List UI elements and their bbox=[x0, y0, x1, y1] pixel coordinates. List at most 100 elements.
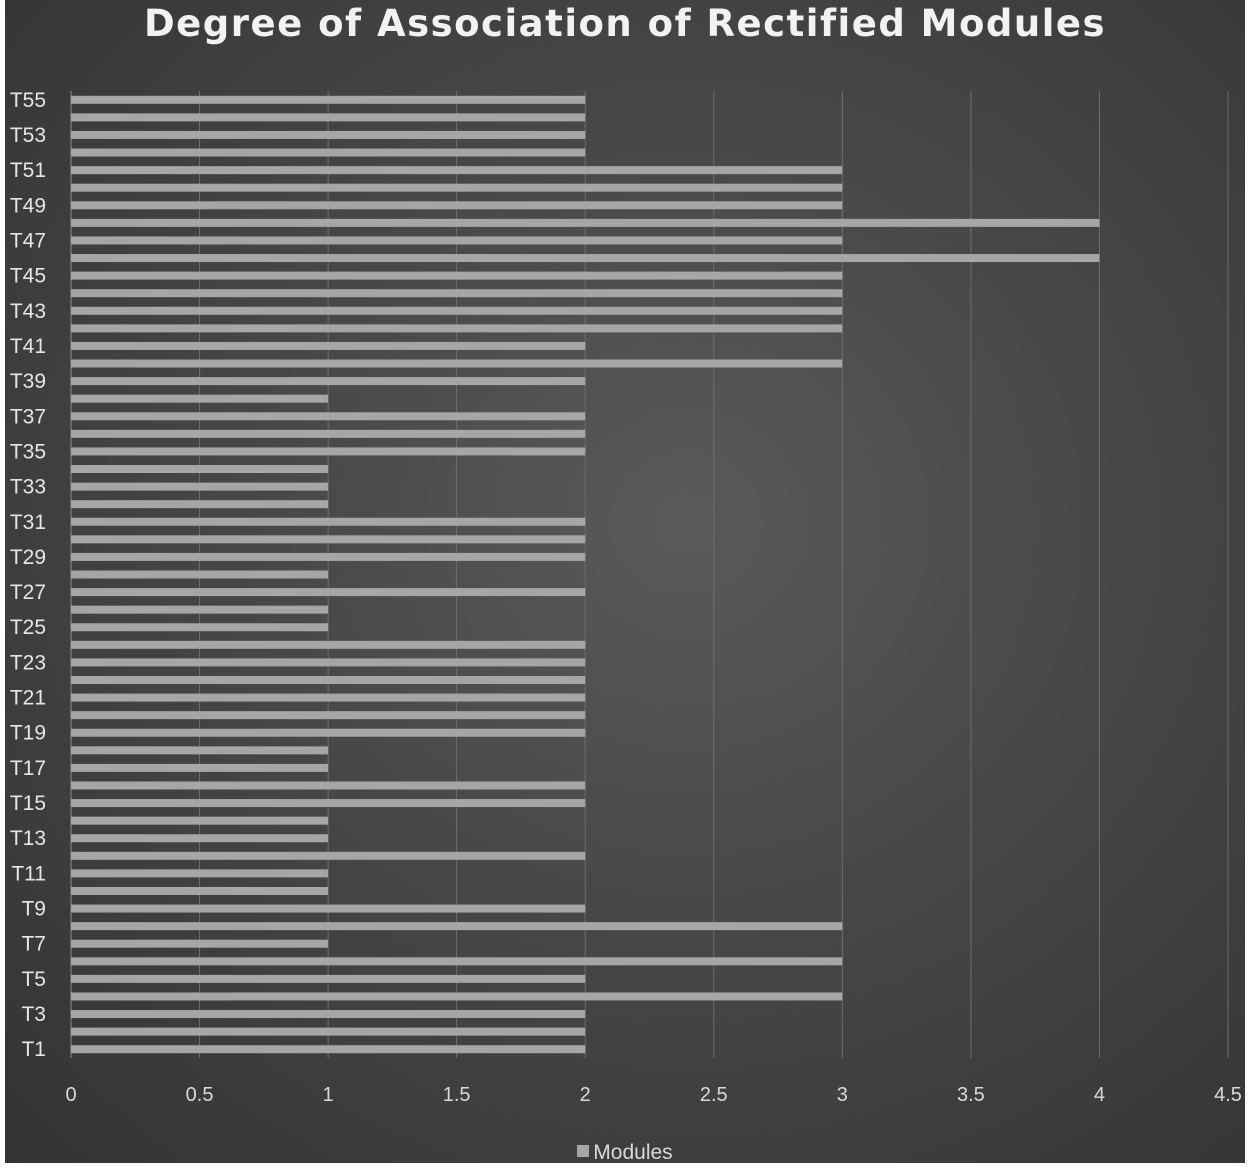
bar bbox=[71, 218, 1100, 227]
category-label: T3 bbox=[21, 1003, 46, 1026]
bar bbox=[71, 939, 329, 948]
bar bbox=[71, 552, 586, 561]
category-label: T5 bbox=[21, 968, 46, 991]
x-tick-label: 4.5 bbox=[1214, 1084, 1242, 1106]
x-tick-label: 3.5 bbox=[957, 1084, 985, 1106]
bar bbox=[71, 588, 586, 597]
category-label: T45 bbox=[10, 265, 46, 288]
bar bbox=[71, 904, 586, 913]
x-tick-label: 2.5 bbox=[700, 1084, 728, 1106]
bar bbox=[71, 623, 329, 632]
x-tick-label: 2 bbox=[580, 1084, 591, 1106]
category-label: T49 bbox=[10, 194, 46, 217]
bar bbox=[71, 148, 586, 157]
bar bbox=[71, 851, 586, 860]
bar bbox=[71, 359, 843, 368]
bar bbox=[71, 834, 329, 843]
category-label: T29 bbox=[10, 546, 46, 569]
chart-background bbox=[5, 0, 1245, 1163]
bar bbox=[71, 236, 843, 245]
category-label: T37 bbox=[10, 405, 46, 428]
category-label: T43 bbox=[10, 300, 46, 323]
legend: Modules bbox=[0, 1141, 1250, 1165]
category-label: T51 bbox=[10, 159, 46, 182]
category-label: T11 bbox=[11, 862, 46, 885]
category-label: T53 bbox=[10, 124, 46, 147]
bar bbox=[71, 799, 586, 808]
x-tick-label: 4 bbox=[1094, 1084, 1105, 1106]
bar bbox=[71, 886, 329, 895]
category-label: T23 bbox=[10, 651, 46, 674]
category-label: T41 bbox=[10, 335, 46, 358]
bar bbox=[71, 1045, 586, 1054]
bar bbox=[71, 394, 329, 403]
bar bbox=[71, 869, 329, 878]
category-label: T1 bbox=[21, 1038, 46, 1061]
bar bbox=[71, 763, 329, 772]
category-label: T55 bbox=[10, 89, 46, 112]
bar bbox=[71, 201, 843, 210]
bar bbox=[71, 412, 586, 421]
bar bbox=[71, 183, 843, 192]
bar bbox=[71, 957, 843, 966]
bar bbox=[71, 166, 843, 175]
bar bbox=[71, 675, 586, 684]
bar bbox=[71, 429, 586, 438]
bar bbox=[71, 289, 843, 298]
bar bbox=[71, 377, 586, 386]
bar bbox=[71, 447, 586, 456]
category-label: T19 bbox=[10, 722, 46, 745]
bar bbox=[71, 605, 329, 614]
chart-title: Degree of Association of Rectified Modul… bbox=[143, 2, 1107, 45]
bar bbox=[71, 517, 586, 526]
bar bbox=[71, 728, 586, 737]
bar bbox=[71, 1027, 586, 1036]
bar bbox=[71, 974, 586, 983]
category-label: T39 bbox=[10, 370, 46, 393]
x-tick-label: 0.5 bbox=[186, 1084, 214, 1106]
legend-swatch bbox=[577, 1145, 590, 1158]
bar bbox=[71, 254, 1100, 263]
bar bbox=[71, 500, 329, 509]
x-tick-label: 0 bbox=[65, 1084, 76, 1106]
bar bbox=[71, 535, 586, 544]
category-label: T31 bbox=[10, 511, 46, 534]
bar bbox=[71, 465, 329, 474]
x-tick-label: 1 bbox=[323, 1084, 334, 1106]
bar bbox=[71, 306, 843, 315]
bar bbox=[71, 130, 586, 139]
category-label: T27 bbox=[10, 581, 46, 604]
category-label: T47 bbox=[10, 229, 46, 252]
bar bbox=[71, 781, 586, 790]
bar bbox=[71, 113, 586, 122]
bar bbox=[71, 992, 843, 1001]
legend-label: Modules bbox=[593, 1141, 673, 1164]
bar bbox=[71, 570, 329, 579]
category-label: T9 bbox=[21, 898, 46, 921]
bar bbox=[71, 746, 329, 755]
x-tick-label: 1.5 bbox=[443, 1084, 471, 1106]
bar bbox=[71, 341, 586, 350]
bar bbox=[71, 324, 843, 333]
category-label: T33 bbox=[10, 476, 46, 499]
category-label: T21 bbox=[10, 687, 46, 710]
bar bbox=[71, 816, 329, 825]
category-label: T7 bbox=[21, 933, 46, 956]
category-label: T25 bbox=[10, 616, 46, 639]
category-label: T15 bbox=[10, 792, 46, 815]
bar bbox=[71, 482, 329, 491]
bar bbox=[71, 1010, 586, 1019]
bar bbox=[71, 711, 586, 720]
bar bbox=[71, 640, 586, 649]
bar bbox=[71, 95, 586, 104]
x-tick-label: 3 bbox=[837, 1084, 848, 1106]
category-label: T35 bbox=[10, 440, 46, 463]
bar bbox=[71, 658, 586, 667]
bar bbox=[71, 693, 586, 702]
bar bbox=[71, 922, 843, 931]
bar bbox=[71, 271, 843, 280]
category-label: T13 bbox=[10, 827, 46, 850]
category-label: T17 bbox=[10, 757, 46, 780]
